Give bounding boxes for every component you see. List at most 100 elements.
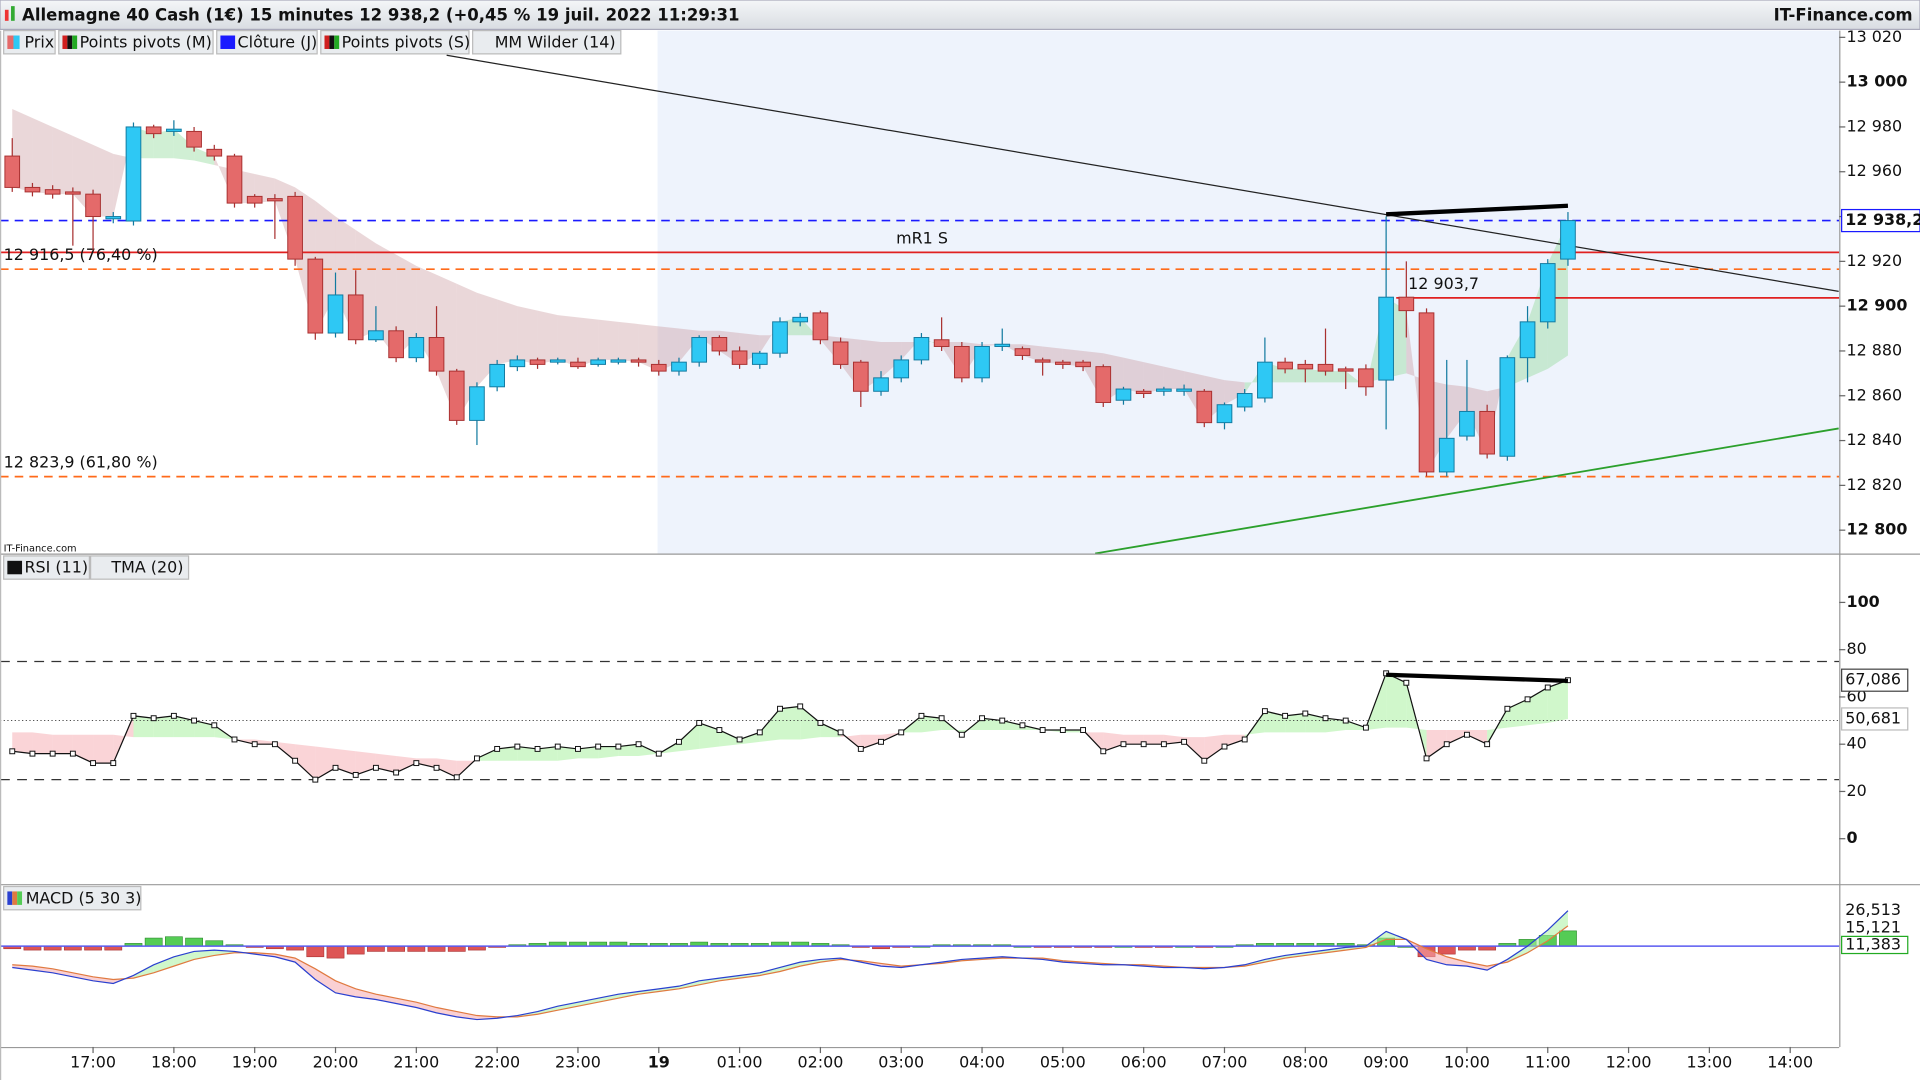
rsi-cloud: [1305, 713, 1326, 733]
signal-line: [12, 925, 1569, 1018]
candle-body: [347, 294, 364, 341]
candle-body: [772, 321, 788, 354]
legend-swatch: [220, 35, 236, 49]
rsi-point: [170, 712, 177, 719]
rsi-cloud: [173, 715, 195, 738]
rsi-point: [817, 719, 824, 726]
rsi-point: [211, 722, 218, 729]
candle-body: [590, 359, 606, 365]
macd-cloud: [93, 976, 114, 984]
candle-body: [1479, 410, 1495, 455]
y-tick-label: 12 920: [1847, 251, 1903, 270]
rsi-cloud: [1143, 734, 1164, 745]
macd-histogram-bar: [387, 945, 405, 952]
macd-histogram-bar: [306, 945, 325, 958]
rsi-point: [1019, 722, 1026, 729]
legend-swatch: [12, 891, 18, 905]
candle-body: [1196, 390, 1213, 424]
candle-body: [852, 361, 869, 392]
wilder-cloud: [32, 117, 53, 195]
macd-cloud: [436, 1007, 457, 1017]
macd-last-box: [1841, 902, 1908, 920]
rsi-point: [878, 738, 884, 745]
wilder-cloud: [1143, 362, 1164, 394]
macd-histogram-bar: [205, 940, 224, 947]
rsi-point: [1140, 741, 1147, 748]
legend-swatch: [324, 35, 330, 49]
trendline: [1386, 203, 1569, 217]
legend-label: Points pivots (S): [342, 32, 471, 51]
x-tick-label: 12:00: [1606, 1052, 1652, 1071]
legend-button: [58, 30, 214, 55]
legend-item: Points pivots (M): [58, 30, 214, 55]
macd-histogram-bar: [407, 945, 426, 952]
rsi-point: [29, 750, 36, 757]
legend-item: Points pivots (S): [320, 30, 471, 55]
macd-cloud: [315, 968, 336, 993]
rsi-cloud: [32, 732, 53, 754]
candle-body: [954, 345, 970, 379]
legend-swatch: [334, 35, 340, 49]
candle-body: [4, 155, 21, 188]
rsi-last-box: [1841, 668, 1909, 692]
level-label: 12 903,7: [1408, 274, 1479, 293]
candle-body: [994, 343, 1011, 347]
x-tick-label: 08:00: [1282, 1052, 1328, 1071]
wilder-cloud: [254, 173, 275, 204]
macd-histogram-bar: [185, 937, 203, 947]
macd-cloud: [1264, 955, 1286, 963]
rsi-cloud: [618, 744, 639, 757]
header-icon: [4, 6, 15, 21]
x-tick-label: 21:00: [393, 1052, 439, 1071]
y-tick-label: 12 980: [1847, 116, 1903, 135]
rsi-point: [413, 760, 420, 767]
candle-body: [186, 130, 202, 148]
trendline: [1095, 427, 1839, 554]
rsi-cloud: [315, 746, 336, 780]
macd-cloud: [32, 966, 53, 973]
candle-body: [368, 330, 384, 341]
rsi-cloud: [1446, 730, 1467, 745]
rsi-point: [1322, 715, 1329, 722]
wilder-cloud: [173, 129, 195, 161]
macd-cloud: [638, 988, 659, 995]
rsi-cloud: [577, 746, 599, 759]
candle-body: [873, 377, 889, 392]
candle-body: [1560, 220, 1576, 260]
candle-body: [246, 195, 263, 204]
rsi-cloud: [921, 715, 942, 733]
x-tick-label: 01:00: [717, 1052, 763, 1071]
rsi-point: [898, 729, 905, 736]
rsi-point: [938, 715, 945, 722]
wilder-cloud: [1325, 371, 1346, 383]
candle-body: [1075, 361, 1091, 368]
macd-cloud: [72, 972, 94, 981]
legend-label: Points pivots (M): [80, 32, 212, 51]
rsi-cloud: [436, 758, 457, 778]
macd-cloud: [1547, 910, 1568, 941]
candle-body: [145, 126, 162, 135]
x-tick-label: 20:00: [313, 1052, 359, 1071]
candle-body: [1156, 388, 1172, 392]
wilder-cloud: [678, 328, 700, 363]
rsi-point: [1403, 679, 1410, 686]
rsi-point: [372, 764, 379, 771]
wilder-cloud: [476, 292, 498, 387]
candle-body: [469, 386, 485, 421]
candle-body: [327, 294, 344, 334]
rsi-cloud: [1103, 732, 1124, 752]
rsi-point: [9, 748, 16, 755]
rsi-point: [474, 755, 480, 762]
legend-button: [3, 555, 90, 580]
macd-cloud: [1305, 950, 1326, 956]
candle-body: [751, 352, 768, 365]
rsi-point: [494, 745, 501, 752]
rsi-point: [90, 760, 96, 767]
candle-body: [85, 193, 101, 218]
y-tick-label: 12 880: [1847, 340, 1903, 359]
macd-histogram-bar: [447, 945, 466, 952]
watermark: IT-Finance.com: [4, 544, 77, 555]
legend-label: TMA (20): [110, 558, 183, 577]
rsi-point: [797, 703, 804, 710]
